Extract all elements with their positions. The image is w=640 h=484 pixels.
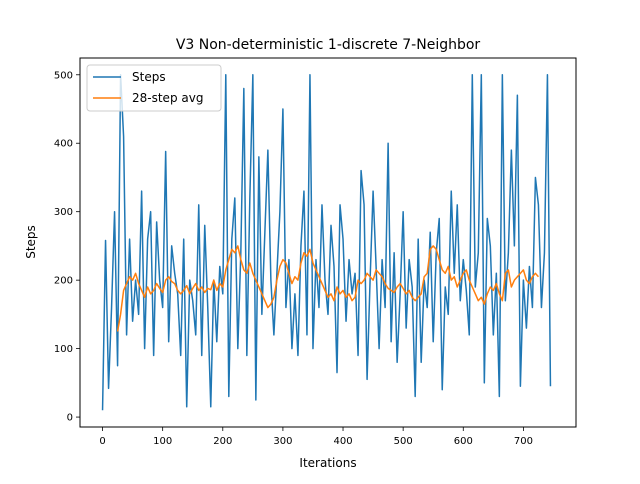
y-tick-label: 200: [54, 276, 73, 287]
legend-label-1: 28-step avg: [132, 91, 203, 105]
x-tick-label: 300: [273, 436, 292, 447]
legend-label-0: Steps: [132, 70, 166, 84]
x-tick-label: 600: [454, 436, 473, 447]
plot-frame: [79, 57, 577, 428]
y-axis-label: Steps: [24, 225, 38, 259]
y-tick-label: 400: [54, 139, 73, 150]
x-tick-label: 0: [99, 436, 105, 447]
chart-title: V3 Non-deterministic 1-discrete 7-Neighb…: [176, 37, 481, 53]
y-tick-label: 300: [54, 207, 73, 218]
x-axis: 0 100 200 300 400 500 600 700: [99, 427, 533, 447]
x-axis-label: Iterations: [299, 456, 356, 470]
x-tick-label: 700: [514, 436, 533, 447]
plot-area: [101, 74, 552, 411]
y-tick-label: 100: [54, 344, 73, 355]
series-line-1: [116, 245, 539, 332]
legend: Steps 28-step avg: [86, 64, 222, 112]
y-axis: 0 100 200 300 400 500: [54, 70, 80, 424]
x-tick-label: 400: [333, 436, 352, 447]
y-tick-label: 0: [67, 413, 73, 424]
x-tick-label: 500: [394, 436, 413, 447]
x-tick-label: 200: [213, 436, 232, 447]
y-tick-label: 500: [54, 70, 73, 81]
x-tick-label: 100: [153, 436, 172, 447]
